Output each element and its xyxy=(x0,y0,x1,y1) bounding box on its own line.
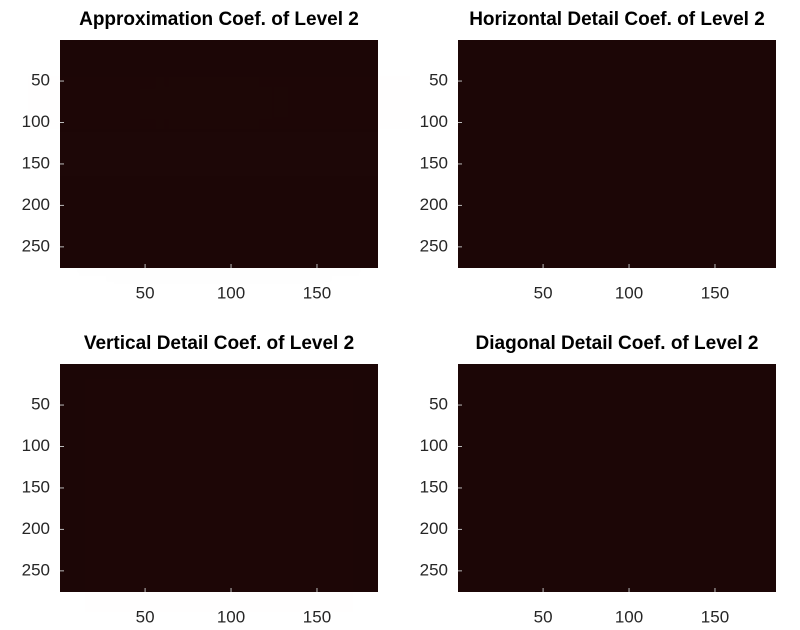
image-streak xyxy=(98,108,340,268)
x-tick-label: 50 xyxy=(534,607,553,626)
y-tick-label: 50 xyxy=(429,395,448,414)
y-tick-label: 200 xyxy=(420,195,448,214)
y-tick-label: 200 xyxy=(22,519,50,538)
y-tick-label: 250 xyxy=(420,560,448,579)
image-texture xyxy=(60,81,378,268)
x-tick-label: 150 xyxy=(303,607,331,626)
image-background xyxy=(458,364,776,592)
x-tick-label: 100 xyxy=(217,283,245,302)
y-tick-label: 250 xyxy=(22,560,50,579)
x-tick-label: 100 xyxy=(615,283,643,302)
y-tick-label: 100 xyxy=(420,112,448,131)
image-streak xyxy=(235,467,238,469)
y-tick-label: 150 xyxy=(420,153,448,172)
x-tick-label: 100 xyxy=(217,607,245,626)
subplot-title: Approximation Coef. of Level 2 xyxy=(79,9,359,30)
image-texture xyxy=(108,398,331,592)
y-tick-label: 150 xyxy=(22,153,50,172)
y-tick-label: 200 xyxy=(22,195,50,214)
image-streak xyxy=(458,524,776,565)
y-tick-label: 50 xyxy=(429,71,448,90)
y-tick-label: 50 xyxy=(31,395,50,414)
x-tick-label: 50 xyxy=(136,607,155,626)
image-streak xyxy=(108,398,331,592)
x-tick-label: 150 xyxy=(701,283,729,302)
image-streak xyxy=(522,86,776,109)
y-tick-label: 200 xyxy=(420,519,448,538)
image-streak xyxy=(569,421,664,467)
image-streak xyxy=(60,136,378,172)
subplot-title: Vertical Detail Coef. of Level 2 xyxy=(84,333,354,354)
y-tick-label: 100 xyxy=(22,112,50,131)
y-tick-label: 150 xyxy=(22,477,50,496)
image-streak xyxy=(140,410,299,592)
y-tick-label: 100 xyxy=(22,436,50,455)
image-streak xyxy=(458,127,776,182)
y-tick-label: 50 xyxy=(31,71,50,90)
image-texture xyxy=(458,421,776,591)
y-tick-label: 150 xyxy=(420,477,448,496)
x-tick-label: 150 xyxy=(303,283,331,302)
y-tick-label: 250 xyxy=(22,236,50,255)
y-tick-label: 250 xyxy=(420,236,448,255)
y-tick-label: 100 xyxy=(420,436,448,455)
x-tick-label: 100 xyxy=(615,607,643,626)
image-streak xyxy=(458,165,776,222)
x-tick-label: 50 xyxy=(136,283,155,302)
image-streak xyxy=(124,143,315,268)
image-texture xyxy=(458,86,776,267)
x-tick-label: 150 xyxy=(701,607,729,626)
image-streak xyxy=(458,478,776,528)
subplot-title: Diagonal Detail Coef. of Level 2 xyxy=(476,333,759,354)
x-tick-label: 50 xyxy=(534,283,553,302)
subplot-title: Horizontal Detail Coef. of Level 2 xyxy=(469,9,765,30)
